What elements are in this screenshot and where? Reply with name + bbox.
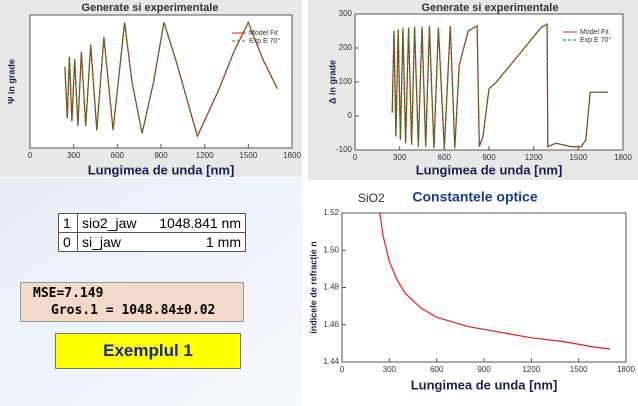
x-tick-label: 0 (353, 153, 358, 162)
x-axis-label: Lungimea de unda [nm] (416, 162, 563, 177)
cell: si_jaw (76, 232, 147, 252)
y-axis-label: indicele de refracție n (308, 241, 318, 334)
x-tick-label: 1200 (522, 365, 540, 374)
y-axis-label: Δ in grade (327, 60, 337, 104)
y-axis-label: Ψ in grade (6, 59, 16, 104)
x-axis-label: Lungimea de unda [nm] (411, 377, 558, 392)
x-tick-label: 1500 (569, 153, 587, 162)
x-tick-label: 600 (430, 365, 444, 374)
cell: 1 mm (146, 232, 246, 252)
y-tick-label: 0 (348, 111, 353, 120)
thickness: Gros.1 = 1048.84±0.02 (51, 303, 216, 318)
cell: 1048.841 nm (146, 213, 246, 233)
x-axis-label: Lungimea de unda [nm] (88, 162, 235, 177)
x-tick-label: 300 (393, 153, 407, 162)
x-tick-label: 900 (154, 151, 168, 160)
x-tick-label: 900 (477, 365, 491, 374)
legend-label: Exp E 70° (580, 36, 611, 44)
legend-label: Exp E 70° (249, 37, 280, 45)
legend-label: Model Fit (249, 30, 278, 37)
cell: 0 (58, 232, 78, 252)
cell: 1 (58, 213, 78, 233)
y-tick-label: -100 (336, 145, 353, 154)
layer-table: 1 sio2_jaw 1048.841 nm 0 si_jaw 1 mm (58, 213, 246, 252)
legend-label: Model Fit (580, 29, 609, 36)
cell: sio2_jaw (76, 213, 147, 233)
x-tick-label: 1800 (617, 365, 635, 374)
x-tick-label: 300 (383, 365, 397, 374)
chart-title: Generate si experimentale (82, 2, 219, 14)
x-tick-label: 1500 (239, 151, 257, 160)
x-tick-label: 1200 (525, 153, 543, 162)
x-tick-label: 1800 (283, 151, 301, 160)
annotation: SiO2 (358, 191, 385, 205)
y-tick-label: 1.44 (323, 357, 339, 366)
x-tick-label: 0 (340, 365, 345, 374)
x-tick-label: 0 (28, 151, 33, 160)
fit-box: MSE=7.149 Gros.1 = 1048.84±0.02 (20, 282, 244, 322)
x-tick-label: 1500 (570, 365, 588, 374)
x-tick-label: 300 (67, 151, 81, 160)
mse: MSE=7.149 (33, 286, 104, 301)
x-tick-label: 600 (438, 153, 452, 162)
y-tick-label: 1.50 (323, 245, 339, 254)
plot-area (341, 212, 627, 363)
example-button[interactable]: Exemplul 1 (55, 333, 241, 369)
x-tick-label: 600 (111, 151, 125, 160)
x-tick-label: 1800 (614, 153, 632, 162)
x-tick-label: 1200 (196, 151, 214, 160)
data-line (379, 212, 611, 350)
layer-row: 1 sio2_jaw 1048.841 nm (58, 213, 246, 233)
y-tick-label: 300 (339, 9, 353, 18)
x-tick-label: 900 (482, 153, 496, 162)
layer-row: 0 si_jaw 1 mm (58, 232, 246, 252)
chart-title: Generate si experimentale (422, 2, 559, 14)
y-tick-label: 100 (339, 77, 353, 86)
y-tick-label: 200 (339, 43, 353, 52)
data-line (391, 23, 609, 149)
y-tick-label: 1.52 (323, 208, 339, 217)
chart-title: Constantele optice (412, 189, 537, 205)
y-tick-label: 1.46 (323, 320, 339, 329)
y-tick-label: 1.48 (323, 283, 339, 292)
data-line (64, 20, 278, 138)
